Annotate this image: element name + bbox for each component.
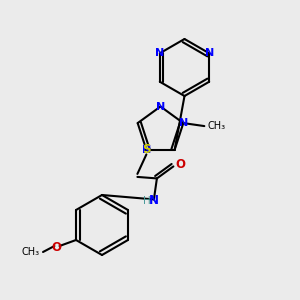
Text: O: O [176,158,186,171]
Text: S: S [142,143,151,156]
Text: CH₃: CH₃ [207,121,226,131]
Text: N: N [205,48,214,58]
Text: N: N [155,48,164,58]
Text: O: O [51,241,61,254]
Text: CH₃: CH₃ [22,247,40,257]
Text: N: N [179,118,188,128]
Text: N: N [142,145,151,155]
Text: N: N [149,194,159,207]
Text: H: H [142,196,150,206]
Text: N: N [156,101,165,112]
